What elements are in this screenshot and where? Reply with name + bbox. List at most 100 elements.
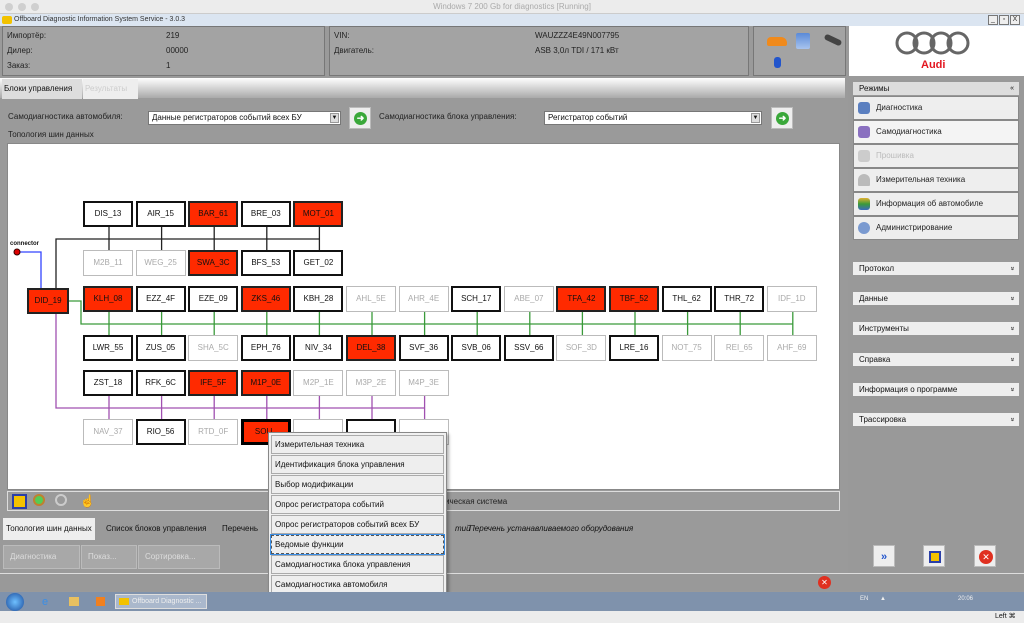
language-indicator[interactable]: EN <box>860 596 869 602</box>
pan-hand-icon[interactable]: ☝ <box>80 494 95 508</box>
show-button[interactable]: Показ... <box>81 545 137 569</box>
gateway-node[interactable]: DID_19 <box>27 288 69 314</box>
ecu-node[interactable]: LRE_16 <box>609 335 659 361</box>
context-menu-item[interactable]: Самодиагностика блока управления <box>271 555 444 574</box>
ecu-node[interactable]: BAR_61 <box>188 201 239 227</box>
connector-dot[interactable] <box>13 248 21 256</box>
ecu-node[interactable]: SSV_66 <box>503 335 554 361</box>
restore-button[interactable]: ▫ <box>999 15 1009 25</box>
ecu-node[interactable]: AIR_15 <box>135 201 186 227</box>
ecu-node[interactable]: LWR_55 <box>83 335 133 361</box>
error-icon[interactable]: ✕ <box>818 576 831 589</box>
section-header[interactable]: Трассировка » <box>853 413 1019 426</box>
tab-events[interactable]: тий <box>455 524 471 533</box>
context-menu-item[interactable]: Измерительная техника <box>271 435 444 454</box>
section-header[interactable]: Справка » <box>853 352 1019 366</box>
mode-vehicle-info[interactable]: Информация об автомобиле <box>853 192 1019 216</box>
ecu-node[interactable]: ZUS_05 <box>135 335 186 361</box>
section-header[interactable]: Протокол » <box>853 262 1019 275</box>
zoom-in-icon[interactable] <box>33 494 45 506</box>
minimize-traffic-light[interactable] <box>18 3 26 11</box>
ecu-node[interactable]: GET_02 <box>293 250 344 276</box>
ecu-node[interactable]: M2B_11 <box>83 250 133 276</box>
context-menu-item[interactable]: Выбор модификации <box>271 475 444 494</box>
forward-button[interactable]: » <box>873 545 895 567</box>
ecu-node[interactable]: WEG_25 <box>135 250 186 276</box>
ecu-node[interactable]: SHA_5C <box>188 335 239 361</box>
ecu-node[interactable]: DIS_13 <box>83 201 133 227</box>
ecu-node[interactable]: ZST_18 <box>83 370 133 396</box>
close-button[interactable]: X <box>1010 15 1020 25</box>
ecu-node[interactable]: SWA_3C <box>188 250 239 276</box>
ecu-node[interactable]: IDF_1D <box>766 286 817 312</box>
context-menu-item[interactable]: Опрос регистраторов событий всех БУ <box>271 515 444 534</box>
context-menu-item[interactable]: Ведомые функции <box>270 534 445 555</box>
ecu-node[interactable]: M3P_2E <box>346 370 396 396</box>
context-menu-item[interactable]: Опрос регистратора событий <box>271 495 444 514</box>
minimize-button[interactable]: _ <box>988 15 998 25</box>
tab-control-units[interactable]: Блоки управления <box>2 79 82 99</box>
ecu-node[interactable]: SCH_17 <box>451 286 502 312</box>
mode-administration[interactable]: Администрирование <box>853 216 1019 240</box>
section-header[interactable]: Инструменты » <box>853 322 1019 336</box>
ecu-node[interactable]: THR_72 <box>714 286 765 312</box>
ecu-node[interactable]: EPH_76 <box>240 335 291 361</box>
explorer-icon[interactable] <box>69 597 79 606</box>
section-header[interactable]: Данные » <box>853 292 1019 306</box>
ecu-selfdiag-select[interactable]: Регистратор событий ▼ <box>544 111 762 125</box>
tab-bus-topology[interactable]: Топология шин данных <box>3 518 95 540</box>
ecu-node[interactable]: M2P_1E <box>293 370 344 396</box>
ecu-node[interactable]: IFE_5F <box>188 370 239 396</box>
ie-icon[interactable]: e <box>42 596 49 608</box>
close-traffic-light[interactable] <box>5 3 13 11</box>
ecu-node[interactable]: MOT_01 <box>293 201 344 227</box>
tab-ecu-list[interactable]: Список блоков управления <box>106 524 207 533</box>
clock[interactable]: 20:06 <box>958 596 974 602</box>
tab-list[interactable]: Перечень <box>222 524 259 533</box>
ecu-node[interactable]: RTD_0F <box>188 419 239 445</box>
mode-flashing[interactable]: Прошивка <box>853 144 1019 168</box>
ecu-selfdiag-go-button[interactable]: ➜ <box>771 107 793 129</box>
fit-view-button[interactable] <box>923 545 945 567</box>
ecu-node[interactable]: DEL_38 <box>346 335 396 361</box>
ecu-node[interactable]: THL_62 <box>661 286 712 312</box>
ecu-node[interactable]: SOF_3D <box>556 335 607 361</box>
tab-installed-equipment[interactable]: Перечень устанавливаемого оборудования <box>469 524 634 533</box>
ecu-node[interactable]: TFA_42 <box>556 286 607 312</box>
ecu-node[interactable]: AHL_5E <box>346 286 396 312</box>
ecu-node[interactable]: EZZ_4F <box>135 286 186 312</box>
ecu-node[interactable]: RIO_56 <box>135 419 186 445</box>
ecu-node[interactable]: AHF_69 <box>766 335 817 361</box>
mode-measuring[interactable]: Измерительная техника <box>853 168 1019 192</box>
ecu-node[interactable]: REI_65 <box>714 335 765 361</box>
ecu-node[interactable]: TBF_52 <box>609 286 659 312</box>
ecu-node[interactable]: ZKS_46 <box>240 286 291 312</box>
mode-diagnostics[interactable]: Диагностика <box>853 96 1019 120</box>
ecu-node[interactable]: EZE_09 <box>188 286 239 312</box>
ecu-node[interactable]: SVB_06 <box>451 335 502 361</box>
taskbar-odis-task[interactable]: Offboard Diagnostic ... <box>115 594 207 609</box>
ecu-node[interactable]: M4P_3E <box>398 370 449 396</box>
vehicle-selfdiag-go-button[interactable]: ➜ <box>349 107 371 129</box>
zoom-traffic-light[interactable] <box>31 3 39 11</box>
mode-selfdiagnostics[interactable]: Самодиагностика <box>853 120 1019 144</box>
ecu-node[interactable]: BRE_03 <box>240 201 291 227</box>
section-header[interactable]: Информация о программе » <box>853 382 1019 396</box>
zoom-out-icon[interactable] <box>55 494 67 506</box>
context-menu-item[interactable]: Идентификация блока управления <box>271 455 444 474</box>
tray-expand-icon[interactable]: ▲ <box>880 596 886 602</box>
sort-button[interactable]: Сортировка... <box>138 545 220 569</box>
modes-header[interactable]: Режимы « <box>853 82 1019 95</box>
ecu-node[interactable]: ABE_07 <box>503 286 554 312</box>
tab-results[interactable]: Результаты <box>83 79 138 99</box>
exit-button[interactable]: ✕ <box>974 545 996 567</box>
media-player-icon[interactable] <box>96 597 105 606</box>
ecu-node[interactable]: NOT_75 <box>661 335 712 361</box>
ecu-node[interactable]: BFS_53 <box>240 250 291 276</box>
fit-icon[interactable] <box>12 494 27 509</box>
ecu-node[interactable]: KLH_08 <box>83 286 133 312</box>
diagnostics-button[interactable]: Диагностика <box>3 545 80 569</box>
ecu-node[interactable]: M1P_0E <box>240 370 291 396</box>
ecu-node[interactable]: NAV_37 <box>83 419 133 445</box>
ecu-node[interactable]: KBH_28 <box>293 286 344 312</box>
